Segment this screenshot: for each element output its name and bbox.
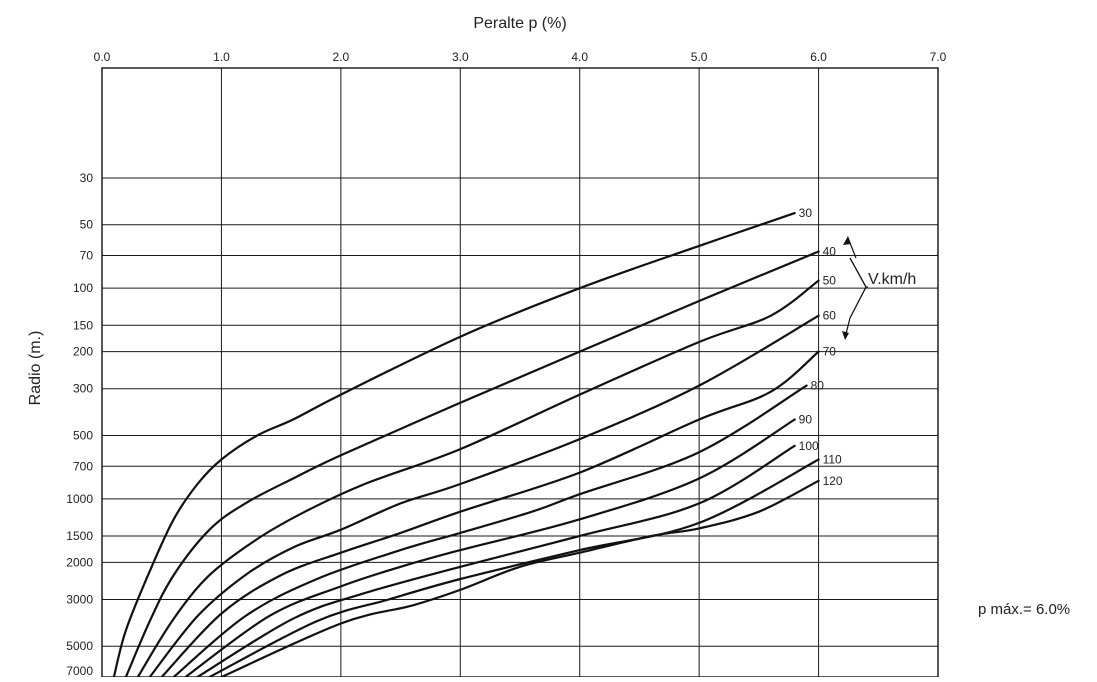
y-tick-label: 500 bbox=[73, 428, 93, 442]
x-tick-label: 1.0 bbox=[213, 50, 230, 64]
x-tick-labels: 0.0 1.0 2.0 3.0 4.0 5.0 6.0 7.0 bbox=[94, 50, 947, 64]
y-tick-label: 1500 bbox=[66, 529, 93, 543]
speed-legend-title: V.km/h bbox=[868, 271, 916, 288]
x-tick-label: 7.0 bbox=[930, 50, 947, 64]
y-tick-label: 1000 bbox=[66, 492, 93, 506]
curve-label-v100: 100 bbox=[799, 439, 819, 453]
x-axis-title: Peralte p (%) bbox=[473, 15, 566, 32]
curve-v120 bbox=[220, 479, 820, 679]
curve-v80 bbox=[172, 384, 808, 679]
curve-v70 bbox=[160, 350, 820, 679]
curve-label-v70: 70 bbox=[823, 345, 837, 359]
x-tick-label: 3.0 bbox=[452, 50, 469, 64]
curve-v110 bbox=[208, 458, 820, 679]
curve-label-v40: 40 bbox=[823, 245, 837, 259]
y-tick-label: 2000 bbox=[66, 555, 93, 569]
curve-label-v50: 50 bbox=[823, 274, 837, 288]
y-tick-label: 5000 bbox=[66, 639, 93, 653]
y-tick-labels: 30 50 70 100 150 200 300 500 700 1000 1500 2000 3000… bbox=[66, 171, 94, 678]
curve-v30 bbox=[112, 212, 796, 679]
grid bbox=[102, 68, 938, 678]
y-axis-title: Radio (m.) bbox=[27, 331, 44, 406]
curve-label-v30: 30 bbox=[799, 206, 813, 220]
curve-label-v110: 110 bbox=[823, 452, 842, 466]
x-tick-label: 5.0 bbox=[691, 50, 708, 64]
x-tick-label: 6.0 bbox=[810, 50, 827, 64]
curve-labels: 30 40 50 60 70 80 90 100 110 120 bbox=[799, 206, 843, 488]
y-tick-label: 30 bbox=[80, 171, 94, 185]
curve-v100 bbox=[196, 444, 796, 679]
speed-legend-bracket bbox=[842, 236, 868, 340]
curve-v40 bbox=[124, 250, 820, 679]
y-tick-label: 150 bbox=[73, 318, 93, 332]
curves bbox=[112, 212, 820, 679]
y-tick-label: 70 bbox=[80, 249, 94, 263]
curve-label-v80: 80 bbox=[811, 379, 825, 393]
x-tick-label: 0.0 bbox=[94, 50, 111, 64]
y-tick-label: 50 bbox=[80, 218, 94, 232]
y-tick-label: 200 bbox=[73, 345, 93, 359]
curve-v90 bbox=[184, 418, 796, 679]
curve-label-v90: 90 bbox=[799, 413, 813, 427]
curve-label-v120: 120 bbox=[823, 474, 843, 488]
x-tick-label: 2.0 bbox=[333, 50, 350, 64]
y-tick-label: 7000 bbox=[66, 664, 93, 677]
curve-v50 bbox=[136, 279, 820, 679]
x-tick-label: 4.0 bbox=[571, 50, 588, 64]
curve-label-v60: 60 bbox=[823, 309, 837, 323]
max-superelevation-note: p máx.= 6.0% bbox=[978, 601, 1070, 618]
y-tick-label: 100 bbox=[73, 281, 93, 295]
y-tick-label: 3000 bbox=[66, 592, 93, 606]
y-tick-label: 300 bbox=[73, 382, 93, 396]
y-tick-label: 700 bbox=[73, 459, 93, 473]
curve-v60 bbox=[148, 314, 820, 679]
plot-frame bbox=[101, 67, 939, 678]
